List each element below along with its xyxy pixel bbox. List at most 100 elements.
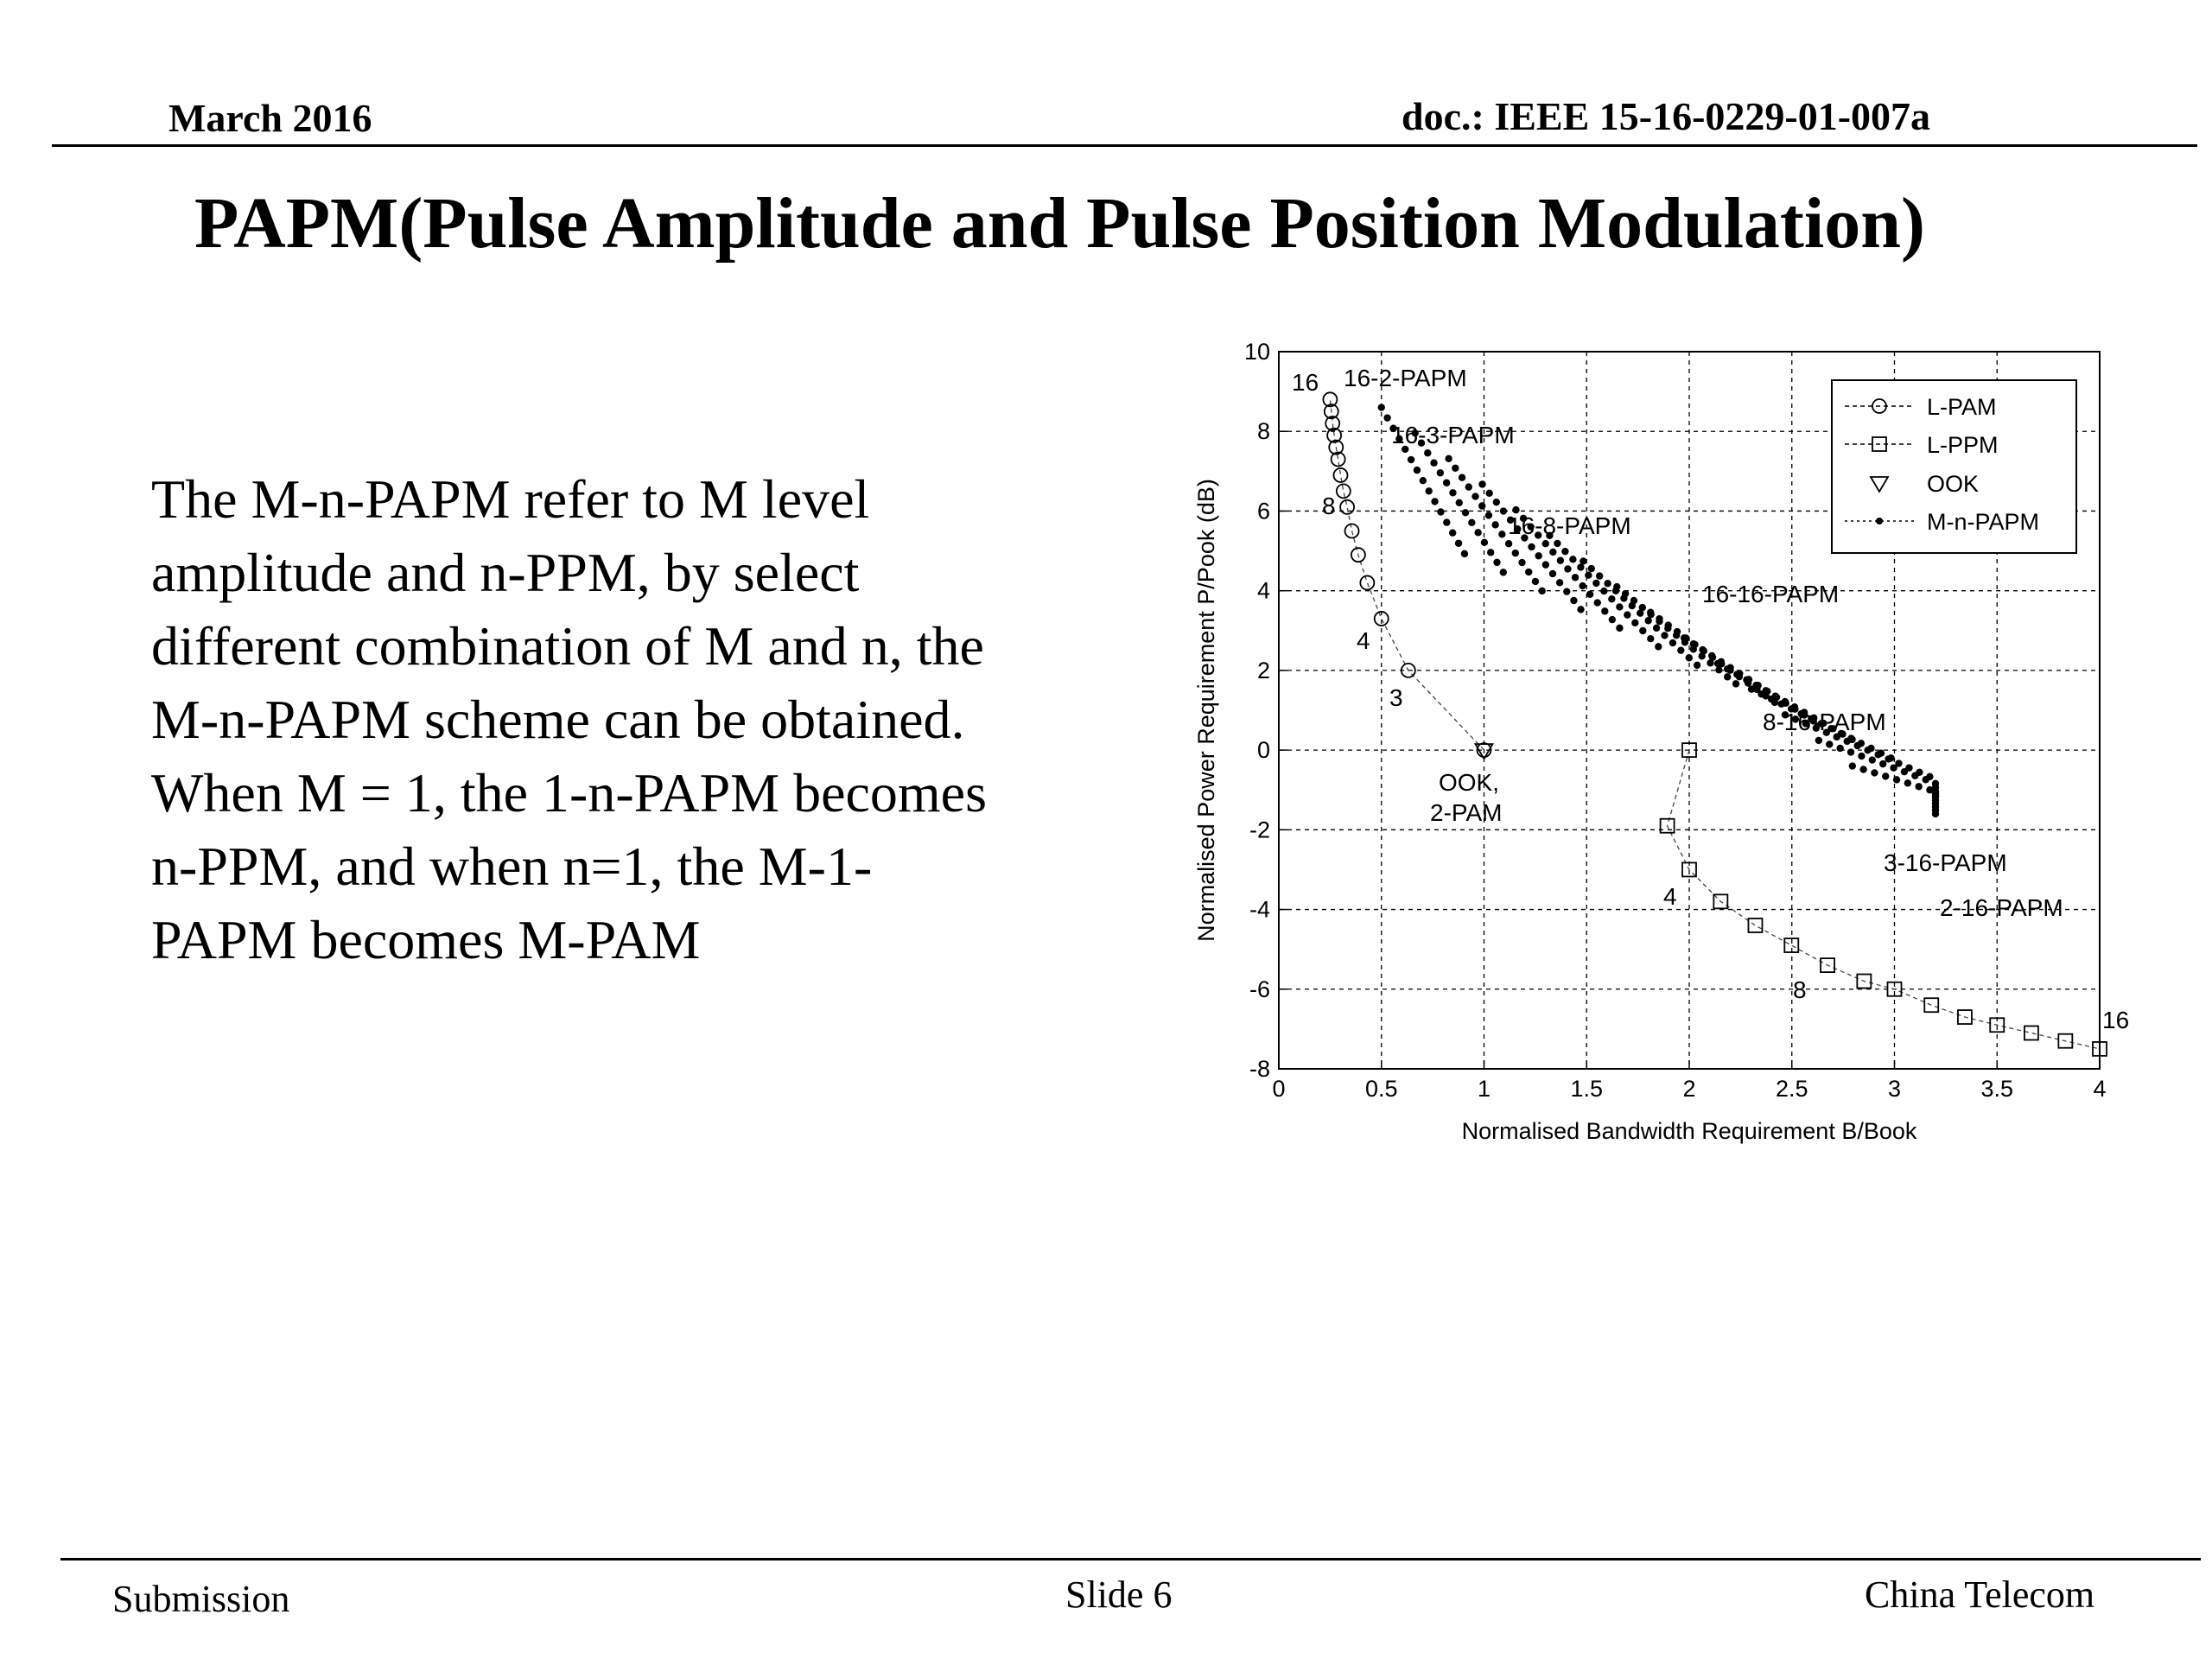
m-n-papm-point xyxy=(1455,499,1463,506)
l-pam-point xyxy=(1330,451,1346,467)
m-n-papm-point xyxy=(1911,772,1919,779)
m-n-papm-point xyxy=(1693,661,1701,670)
m-n-papm-point xyxy=(1580,557,1587,565)
annotation: 3-16-PAPM xyxy=(1884,849,2007,876)
l-ppm-point xyxy=(1820,957,1835,974)
y-tick-label: -4 xyxy=(1249,897,1270,923)
footer-submission: Submission xyxy=(112,1578,290,1620)
m-n-papm-point xyxy=(1521,534,1529,542)
m-n-papm-point xyxy=(1677,646,1685,654)
m-n-papm-point xyxy=(1708,652,1716,660)
m-n-papm-point xyxy=(1528,543,1535,551)
m-n-papm-point xyxy=(1485,489,1493,498)
m-n-papm-point xyxy=(1417,439,1426,447)
axis-ticks: 0 0.5 1 1.5 2 2.5 3 3.5 4 -8 -6 -4 -2 0 2 4 6 8 10 xyxy=(1244,339,2107,1102)
m-n-papm-point xyxy=(1402,445,1409,454)
y-tick-label: 6 xyxy=(1257,498,1270,524)
m-n-papm-point xyxy=(1491,521,1499,529)
m-n-papm-point xyxy=(1389,424,1397,432)
m-n-papm-point xyxy=(1802,720,1810,728)
m-n-papm-point xyxy=(1847,748,1855,756)
x-tick-label: 0.5 xyxy=(1365,1076,1398,1102)
m-n-papm-point xyxy=(1499,507,1508,515)
m-n-papm-point xyxy=(1534,531,1542,539)
m-n-papm-point xyxy=(1680,634,1688,642)
m-n-papm-point xyxy=(1555,579,1564,587)
m-n-papm-point xyxy=(1541,561,1550,569)
header-doc-id: doc.: IEEE 15-16-0229-01-007a xyxy=(1402,94,1931,138)
l-pam-point xyxy=(1400,662,1416,678)
m-n-papm-point xyxy=(1797,709,1805,718)
m-n-papm-point xyxy=(1858,752,1866,760)
m-n-papm-point xyxy=(1631,619,1639,627)
m-n-papm-point xyxy=(1484,512,1493,519)
body-line: The M-n-PAPM refer to M level xyxy=(151,468,870,530)
l-pam-point xyxy=(1351,547,1366,563)
m-n-papm-point xyxy=(1833,733,1840,741)
m-n-papm-point xyxy=(1781,711,1789,719)
m-n-papm-point xyxy=(1541,539,1549,548)
x-tick-label: 2.5 xyxy=(1776,1076,1808,1102)
m-n-papm-point xyxy=(1593,599,1601,607)
annotations: 16 16-2-PAPM 16-3-PAPM 16-8-PAPM 16-16-P… xyxy=(1292,365,2129,1033)
m-n-papm-point xyxy=(1613,582,1621,591)
m-n-papm-point xyxy=(1546,531,1554,539)
m-n-papm-point xyxy=(1931,789,1940,798)
m-n-papm-point xyxy=(1931,779,1940,787)
annotation: OOK, xyxy=(1439,769,1499,796)
m-n-papm-point xyxy=(1519,514,1528,523)
m-n-papm-point xyxy=(1624,611,1631,619)
m-n-papm-point xyxy=(1425,487,1433,495)
m-n-papm-point xyxy=(1637,609,1644,617)
m-n-papm-point xyxy=(1535,552,1542,560)
y-tick-label: -8 xyxy=(1249,1056,1270,1082)
l-ppm-point xyxy=(2092,1041,2107,1057)
m-n-papm-point xyxy=(1638,603,1646,612)
m-n-papm-point xyxy=(1892,776,1901,784)
m-n-papm-point xyxy=(1413,466,1421,474)
m-n-papm-point xyxy=(1556,556,1565,564)
m-n-papm-point xyxy=(1595,572,1604,580)
m-n-papm-point xyxy=(1707,659,1714,667)
slide-title: PAPM(Pulse Amplitude and Pulse Position … xyxy=(194,183,1925,264)
x-tick-label: 2 xyxy=(1682,1076,1695,1102)
m-n-papm-point xyxy=(1656,614,1663,623)
m-n-papm-point xyxy=(1900,767,1909,776)
m-n-papm-point xyxy=(1569,556,1577,563)
m-n-papm-point xyxy=(1926,786,1934,794)
m-n-papm-point xyxy=(1586,590,1594,599)
m-n-papm-point xyxy=(1904,779,1912,787)
legend-label: L-PAM xyxy=(1927,394,1997,420)
m-n-papm-point xyxy=(1383,414,1391,422)
m-n-papm-point xyxy=(1608,595,1616,603)
m-n-papm-point xyxy=(1630,596,1638,605)
m-n-papm-point xyxy=(1437,508,1445,516)
l-pam-point xyxy=(1373,611,1389,626)
m-n-papm-point xyxy=(1878,760,1887,768)
m-n-papm-point xyxy=(1587,564,1595,573)
m-n-papm-point xyxy=(1549,548,1557,556)
body-line: n-PPM, and when n=1, the M-1- xyxy=(151,836,873,897)
m-n-papm-point xyxy=(1458,474,1466,481)
m-n-papm-point xyxy=(1864,746,1872,754)
header-date: March 2016 xyxy=(168,96,372,140)
m-n-papm-point xyxy=(1531,577,1540,586)
m-n-papm-point xyxy=(1791,715,1800,723)
m-n-papm-point xyxy=(1377,404,1385,411)
ook-point xyxy=(1473,743,1495,760)
l-pam-point xyxy=(1326,427,1343,443)
m-n-papm-point xyxy=(1527,523,1535,531)
m-n-papm-point xyxy=(1525,568,1533,576)
m-n-papm-point xyxy=(1639,626,1647,635)
m-n-papm-point xyxy=(1890,764,1897,772)
m-n-papm-point xyxy=(1616,624,1624,632)
l-pam-point xyxy=(1323,404,1339,420)
m-n-papm-point xyxy=(1853,741,1861,750)
m-n-papm-point xyxy=(1499,569,1508,576)
m-n-papm-point xyxy=(1478,480,1486,488)
m-n-papm-point xyxy=(1859,766,1867,773)
m-n-papm-point xyxy=(1836,744,1844,753)
m-n-papm-point xyxy=(1777,700,1785,708)
annotation: 3 xyxy=(1389,684,1403,711)
l-ppm-point xyxy=(1923,997,1940,1014)
